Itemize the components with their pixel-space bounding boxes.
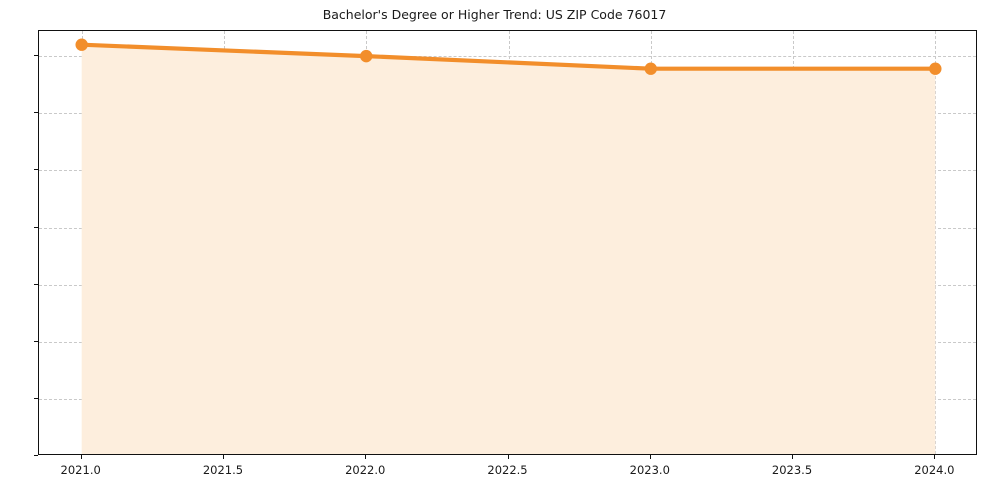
gridline-horizontal [39,56,976,58]
x-tick-label: 2021.0 [60,463,101,477]
data-point-marker [929,62,942,75]
x-tick-mark [934,455,936,459]
y-tick-mark [34,112,38,114]
data-series-layer [75,38,942,454]
x-tick-mark [649,455,651,459]
x-tick-label: 2022.0 [345,463,386,477]
x-tick-label: 2021.5 [202,463,244,477]
y-tick-mark [34,169,38,171]
x-tick-mark [222,455,224,459]
x-tick-label: 2023.0 [629,463,670,477]
gridline-vertical [935,31,937,454]
x-tick-mark [507,455,509,459]
area-fill [81,44,936,454]
x-tick-label: 2022.5 [487,463,528,477]
data-point-marker [75,38,88,51]
chart-title: Bachelor's Degree or Higher Trend: US ZI… [322,7,667,22]
data-point-markers [75,38,942,75]
x-tick-mark [365,455,367,459]
y-tick-mark [34,455,38,456]
y-tick-mark [34,55,38,57]
data-point-marker [360,49,373,63]
y-tick-mark [34,340,38,342]
x-tick-mark [80,455,82,459]
data-point-marker [644,62,657,75]
y-tick-mark [34,283,38,285]
y-tick-mark [34,226,38,228]
x-tick-label: 2024.0 [914,463,955,477]
x-tick-label: 2023.5 [771,463,813,477]
plot-area [38,30,977,455]
y-tick-mark [34,397,38,399]
x-tick-mark [792,455,794,459]
series-line [79,42,938,71]
